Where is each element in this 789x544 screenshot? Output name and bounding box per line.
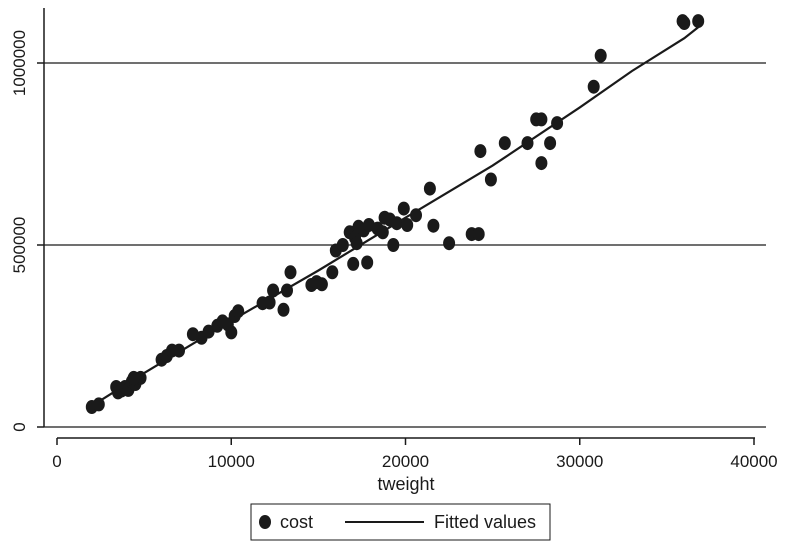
cost-point-11 — [127, 370, 140, 385]
cost-point-51 — [397, 201, 410, 216]
x-tick-label-1: 10000 — [208, 452, 255, 471]
cost-point-33 — [315, 277, 328, 292]
cost-point-18 — [202, 324, 215, 339]
y-ticks: 0 500000 1000000 — [10, 30, 44, 432]
cost-point-52 — [401, 218, 414, 232]
cost-point-55 — [427, 218, 440, 233]
grid-layer — [44, 62, 766, 428]
legend-cost-label: cost — [280, 512, 313, 532]
cost-point-59 — [474, 144, 487, 159]
x-axis-title: tweight — [377, 474, 434, 494]
cost-point-72 — [692, 14, 705, 29]
cost-point-65 — [535, 156, 548, 171]
legend-fit-label: Fitted values — [434, 512, 536, 532]
y-tick-label-1: 500000 — [10, 217, 29, 274]
legend-cost-marker — [259, 515, 271, 529]
cost-point-67 — [551, 116, 564, 131]
cost-point-50 — [390, 216, 403, 231]
cost-point-40 — [350, 236, 363, 251]
cost-point-58 — [472, 227, 485, 242]
x-ticks: 0 10000 20000 30000 40000 — [52, 438, 778, 471]
cost-point-46 — [376, 225, 389, 240]
cost-point-68 — [587, 79, 600, 94]
cost-point-64 — [535, 112, 548, 127]
cost-point-43 — [361, 255, 374, 270]
cost-point-26 — [263, 295, 276, 310]
cost-point-30 — [284, 265, 297, 280]
cost-point-22 — [225, 325, 238, 340]
cost-point-54 — [423, 181, 436, 196]
cost-point-24 — [232, 304, 245, 319]
cost-point-27 — [267, 283, 280, 298]
fitted-values-line — [91, 26, 699, 407]
cost-point-66 — [544, 136, 557, 151]
points-layer — [85, 14, 705, 414]
y-tick-label-2: 1000000 — [10, 30, 29, 96]
x-tick-label-4: 40000 — [730, 452, 777, 471]
cost-point-34 — [326, 265, 339, 280]
x-tick-label-2: 20000 — [382, 452, 429, 471]
y-tick-label-0: 0 — [10, 422, 29, 431]
cost-point-36 — [336, 238, 349, 252]
cost-point-49 — [387, 238, 400, 252]
x-tick-label-0: 0 — [52, 452, 61, 471]
cost-point-1 — [92, 397, 105, 412]
cost-point-53 — [410, 208, 422, 223]
cost-point-38 — [347, 256, 360, 271]
cost-point-15 — [173, 343, 185, 358]
legend: cost Fitted values — [250, 503, 551, 541]
cost-point-56 — [443, 236, 456, 251]
cost-point-69 — [594, 48, 607, 63]
cost-point-60 — [484, 172, 497, 187]
cost-point-62 — [521, 136, 534, 151]
cost-point-29 — [281, 283, 293, 298]
fit-line-layer — [91, 26, 699, 407]
x-tick-label-3: 30000 — [556, 452, 603, 471]
cost-point-61 — [498, 136, 511, 151]
cost-point-71 — [678, 16, 691, 30]
cost-point-28 — [277, 302, 290, 317]
